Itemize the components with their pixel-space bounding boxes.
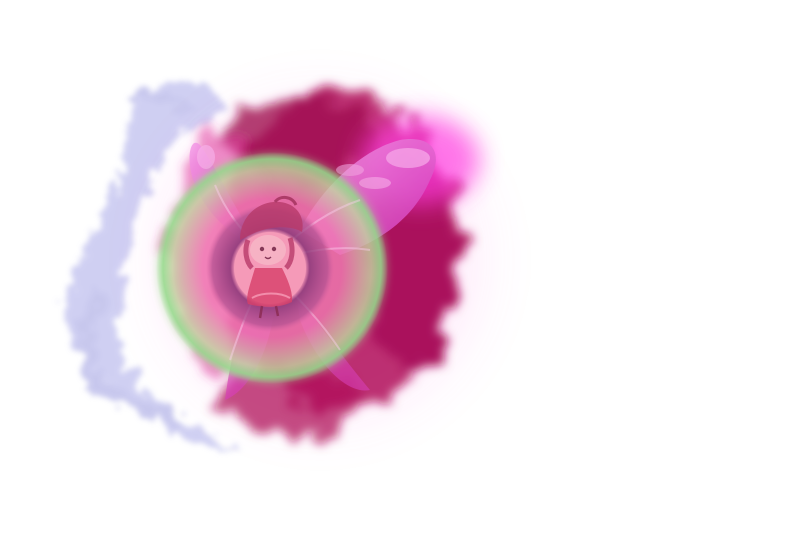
fairy-hair bbox=[240, 201, 303, 240]
fairy-dress bbox=[247, 268, 293, 307]
fairy-face bbox=[250, 235, 286, 265]
fairy-character bbox=[240, 196, 303, 319]
mist-plume bbox=[64, 80, 240, 451]
